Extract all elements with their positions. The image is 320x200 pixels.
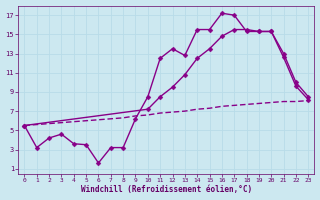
X-axis label: Windchill (Refroidissement éolien,°C): Windchill (Refroidissement éolien,°C) — [81, 185, 252, 194]
